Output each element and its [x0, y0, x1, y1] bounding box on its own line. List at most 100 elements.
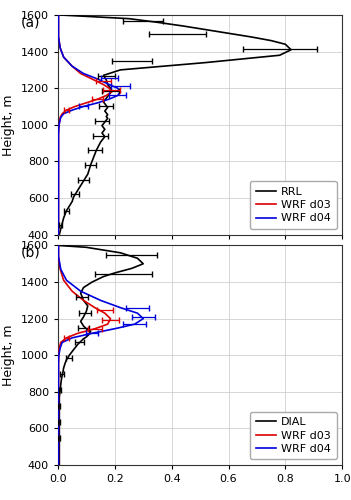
- WRF d04: [98, 298, 102, 304]
- WRF d04: [79, 288, 83, 294]
- WRF d04: [61, 54, 66, 60]
- WRF d03: [103, 310, 107, 316]
- WRF d04: [57, 176, 61, 182]
- WRF d04: [57, 254, 61, 260]
- WRF d04: [107, 96, 111, 102]
- DIAL: [84, 334, 88, 340]
- DIAL: [81, 314, 86, 320]
- DIAL: [70, 348, 74, 354]
- WRF d04: [57, 140, 61, 146]
- RRL: [57, 232, 61, 237]
- WRF d04: [64, 277, 68, 283]
- WRF d03: [57, 213, 61, 219]
- WRF d04: [57, 195, 61, 201]
- DIAL: [57, 416, 61, 422]
- WRF d03: [58, 45, 62, 51]
- WRF d03: [70, 288, 74, 294]
- WRF d04: [57, 158, 61, 164]
- DIAL: [81, 284, 86, 290]
- WRF d04: [57, 389, 61, 395]
- WRF d03: [81, 298, 86, 304]
- Line: WRF d04: WRF d04: [59, 15, 120, 234]
- WRF d04: [118, 304, 122, 310]
- WRF d03: [57, 426, 61, 432]
- WRF d03: [57, 195, 61, 201]
- DIAL: [76, 342, 80, 347]
- DIAL: [58, 387, 62, 393]
- WRF d03: [57, 345, 61, 351]
- DIAL: [79, 290, 83, 296]
- WRF d04: [70, 335, 74, 341]
- RRL: [88, 162, 93, 168]
- WRF d04: [115, 92, 120, 98]
- WRF d04: [113, 326, 117, 332]
- RRL: [59, 12, 63, 18]
- DIAL: [87, 331, 91, 337]
- WRF d03: [93, 304, 97, 310]
- DIAL: [73, 345, 77, 351]
- WRF d03: [57, 140, 61, 146]
- WRF d04: [60, 340, 64, 345]
- WRF d04: [57, 444, 61, 450]
- WRF d04: [57, 360, 61, 366]
- WRF d03: [57, 352, 61, 358]
- WRF d03: [76, 330, 80, 336]
- WRF d04: [58, 345, 62, 351]
- DIAL: [141, 261, 145, 267]
- WRF d03: [57, 360, 61, 366]
- WRF d03: [101, 82, 106, 87]
- WRF d04: [57, 232, 61, 237]
- WRF d03: [57, 444, 61, 450]
- DIAL: [130, 266, 134, 272]
- DIAL: [57, 427, 61, 433]
- Y-axis label: Height, m: Height, m: [2, 324, 15, 386]
- WRF d03: [107, 85, 111, 91]
- DIAL: [57, 454, 61, 460]
- DIAL: [61, 368, 65, 374]
- WRF d03: [57, 126, 61, 132]
- WRF d03: [57, 131, 61, 137]
- DIAL: [79, 318, 83, 324]
- DIAL: [63, 360, 67, 366]
- WRF d04: [95, 76, 100, 82]
- DIAL: [118, 250, 122, 256]
- WRF d04: [133, 321, 137, 327]
- WRF d03: [57, 232, 61, 237]
- WRF d04: [57, 34, 61, 40]
- WRF d03: [57, 370, 61, 376]
- WRF d04: [135, 310, 140, 316]
- WRF d03: [84, 100, 88, 106]
- DIAL: [59, 377, 64, 383]
- WRF d03: [57, 254, 61, 260]
- DIAL: [57, 242, 61, 248]
- WRF d04: [107, 82, 111, 87]
- DIAL: [101, 274, 106, 280]
- WRF d03: [57, 407, 61, 413]
- DIAL: [57, 409, 61, 415]
- WRF d03: [61, 54, 66, 60]
- RRL: [155, 20, 159, 26]
- WRF d03: [57, 120, 61, 126]
- Line: WRF d04: WRF d04: [59, 246, 143, 465]
- Text: (b): (b): [21, 246, 41, 260]
- WRF d04: [57, 120, 61, 126]
- Legend: DIAL, WRF d03, WRF d04: DIAL, WRF d03, WRF d04: [250, 412, 337, 460]
- Line: DIAL: DIAL: [59, 246, 143, 465]
- WRF d03: [58, 114, 62, 120]
- DIAL: [81, 298, 86, 304]
- WRF d03: [108, 316, 113, 322]
- WRF d04: [59, 266, 63, 272]
- WRF d04: [90, 330, 94, 336]
- WRF d03: [64, 335, 68, 341]
- WRF d03: [57, 242, 61, 248]
- DIAL: [57, 444, 61, 450]
- DIAL: [64, 357, 68, 363]
- DIAL: [81, 336, 86, 342]
- WRF d03: [57, 12, 61, 18]
- WRF d03: [93, 326, 97, 332]
- WRF d03: [79, 70, 83, 76]
- WRF d03: [57, 34, 61, 40]
- WRF d04: [70, 63, 74, 69]
- WRF d03: [58, 266, 62, 272]
- DIAL: [59, 382, 63, 388]
